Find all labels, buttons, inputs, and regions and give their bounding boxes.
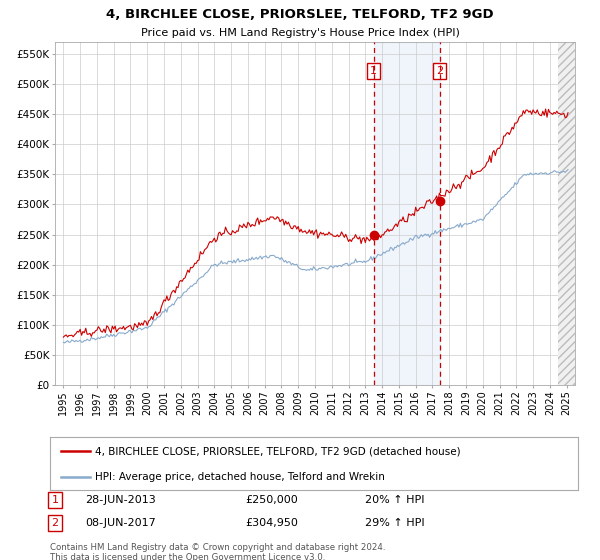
Text: 29% ↑ HPI: 29% ↑ HPI xyxy=(365,518,425,528)
Bar xyxy=(558,42,577,385)
Text: £304,950: £304,950 xyxy=(245,518,298,528)
Text: 1: 1 xyxy=(52,495,58,505)
Text: Price paid vs. HM Land Registry's House Price Index (HPI): Price paid vs. HM Land Registry's House … xyxy=(140,28,460,38)
Text: 4, BIRCHLEE CLOSE, PRIORSLEE, TELFORD, TF2 9GD (detached house): 4, BIRCHLEE CLOSE, PRIORSLEE, TELFORD, T… xyxy=(95,446,461,456)
Text: 4, BIRCHLEE CLOSE, PRIORSLEE, TELFORD, TF2 9GD: 4, BIRCHLEE CLOSE, PRIORSLEE, TELFORD, T… xyxy=(106,8,494,21)
Text: 08-JUN-2017: 08-JUN-2017 xyxy=(85,518,156,528)
Bar xyxy=(374,42,440,385)
Text: Contains HM Land Registry data © Crown copyright and database right 2024.
This d: Contains HM Land Registry data © Crown c… xyxy=(50,543,386,560)
Text: £250,000: £250,000 xyxy=(245,495,298,505)
Text: 1: 1 xyxy=(370,66,377,76)
Text: 20% ↑ HPI: 20% ↑ HPI xyxy=(365,495,424,505)
Text: 28-JUN-2013: 28-JUN-2013 xyxy=(85,495,156,505)
Text: 2: 2 xyxy=(52,518,59,528)
Text: HPI: Average price, detached house, Telford and Wrekin: HPI: Average price, detached house, Telf… xyxy=(95,472,385,482)
Text: 2: 2 xyxy=(436,66,443,76)
